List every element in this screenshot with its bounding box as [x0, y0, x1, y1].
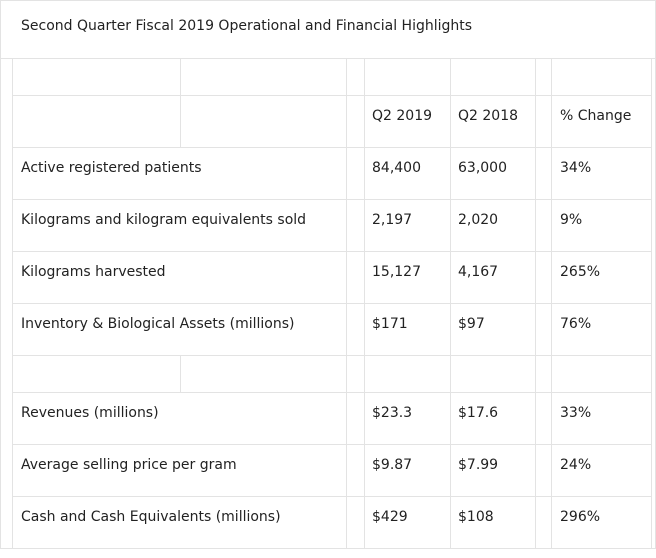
- row-label: Average selling price per gram: [21, 457, 237, 473]
- cell-change: 265%: [560, 264, 601, 280]
- rule: [12, 355, 652, 356]
- rule: [12, 303, 652, 304]
- rule: [12, 496, 652, 497]
- cell-change: 34%: [560, 160, 592, 176]
- cell-q2-2018: $7.99: [458, 457, 499, 473]
- col-header-q2-2019: Q2 2019: [372, 108, 433, 124]
- rule: [0, 58, 656, 59]
- cell-q2-2019: $171: [372, 316, 408, 332]
- cell-q2-2018: $97: [458, 316, 485, 332]
- cell-q2-2018: 2,020: [458, 212, 499, 228]
- rule: [364, 58, 365, 549]
- cell-q2-2019: 84,400: [372, 160, 421, 176]
- cell-change: 296%: [560, 509, 601, 525]
- rule: [12, 95, 652, 96]
- table-title: Second Quarter Fiscal 2019 Operational a…: [21, 18, 473, 34]
- row-label: Revenues (millions): [21, 405, 159, 421]
- row-label: Cash and Cash Equivalents (millions): [21, 509, 281, 525]
- row-label: Kilograms harvested: [21, 264, 166, 280]
- rule: [0, 0, 656, 1]
- cell-q2-2019: 2,197: [372, 212, 413, 228]
- rule: [12, 147, 652, 148]
- rule: [0, 0, 1, 549]
- rule: [12, 58, 13, 549]
- cell-q2-2018: 4,167: [458, 264, 499, 280]
- cell-change: 9%: [560, 212, 583, 228]
- rule: [0, 548, 656, 549]
- cell-q2-2019: $9.87: [372, 457, 413, 473]
- rule: [12, 199, 652, 200]
- rule: [180, 58, 181, 148]
- cell-change: 24%: [560, 457, 592, 473]
- rule: [12, 392, 652, 393]
- col-header-q2-2018: Q2 2018: [458, 108, 519, 124]
- cell-q2-2019: $429: [372, 509, 408, 525]
- row-label: Inventory & Biological Assets (millions): [21, 316, 295, 332]
- rule: [346, 58, 347, 549]
- rule: [12, 251, 652, 252]
- rule: [535, 58, 536, 549]
- rule: [12, 444, 652, 445]
- rule: [180, 355, 181, 393]
- cell-q2-2018: $108: [458, 509, 494, 525]
- rule: [551, 58, 552, 549]
- rule: [651, 58, 652, 549]
- cell-q2-2019: $23.3: [372, 405, 413, 421]
- col-header-change: % Change: [560, 108, 632, 124]
- cell-change: 33%: [560, 405, 592, 421]
- cell-q2-2018: $17.6: [458, 405, 499, 421]
- row-label: Kilograms and kilogram equivalents sold: [21, 212, 307, 228]
- cell-q2-2019: 15,127: [372, 264, 421, 280]
- cell-q2-2018: 63,000: [458, 160, 507, 176]
- row-label: Active registered patients: [21, 160, 202, 176]
- rule: [450, 58, 451, 549]
- cell-change: 76%: [560, 316, 592, 332]
